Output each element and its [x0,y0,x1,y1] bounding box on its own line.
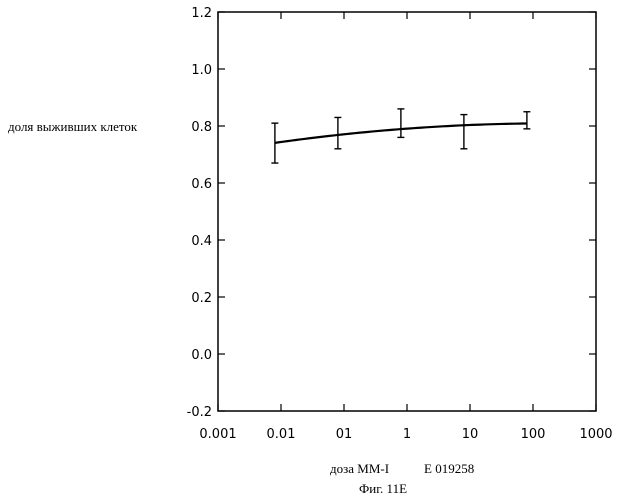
document-number: E 019258 [424,461,474,476]
y-tick-label: 0.6 [191,177,212,192]
x-tick-label: 10 [462,427,479,442]
x-tick-label: 01 [336,427,353,442]
y-axis-label: доля выживших клеток [8,119,138,134]
y-tick-label: 1.0 [191,63,212,78]
y-tick-label: 1.2 [191,6,212,21]
axis-ticks [218,12,596,411]
data-series [271,109,530,163]
x-tick-label: 0.001 [199,427,236,442]
x-tick-label: 100 [521,427,546,442]
x-tick-label: 0.01 [267,427,296,442]
figure-caption: Фиг. 11Е [359,481,407,496]
y-tick-labels: -0.2 0.0 0.2 0.4 0.6 0.8 1.0 1.2 [187,6,212,420]
x-tick-label: 1000 [579,427,612,442]
y-tick-label: 0.0 [191,348,212,363]
y-tick-label: -0.2 [187,405,212,420]
plot-frame [218,12,596,411]
y-tick-label: 0.4 [191,234,212,249]
x-tick-labels: 0.001 0.01 01 1 10 100 1000 [199,427,612,442]
x-axis-label: доза ММ-I [330,461,389,476]
x-tick-label: 1 [403,427,411,442]
y-tick-label: 0.8 [191,120,212,135]
y-tick-label: 0.2 [191,291,212,306]
